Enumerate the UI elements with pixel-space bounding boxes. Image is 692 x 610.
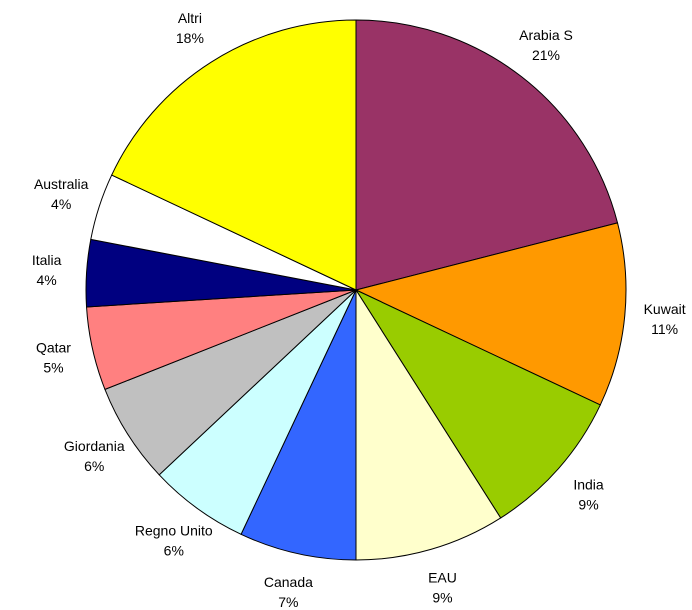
slice-value-label: 6%: [164, 542, 184, 558]
slice-value-label: 7%: [278, 594, 298, 610]
slice-label: India: [573, 477, 604, 493]
slice-label: Altri: [178, 10, 202, 26]
slice-value-label: 9%: [432, 589, 452, 605]
slice-value-label: 11%: [651, 321, 678, 337]
slice-value-label: 5%: [43, 359, 63, 375]
slice-value-label: 18%: [176, 30, 204, 46]
pie-slice: [240, 289, 357, 561]
pie-slice: [354, 288, 601, 519]
slice-value-label: 9%: [578, 497, 598, 513]
slice-label: Australia: [34, 176, 89, 192]
slice-value-label: 4%: [51, 196, 71, 212]
slice-label: Arabia S: [519, 27, 573, 43]
pie-slice: [355, 19, 619, 291]
slice-value-label: 4%: [36, 272, 56, 288]
slice-label: Kuwait: [644, 301, 686, 317]
pie-slice: [355, 288, 502, 561]
slice-label: Qatar: [36, 339, 71, 355]
slice-label: Canada: [264, 574, 313, 590]
slice-value-label: 21%: [532, 47, 560, 63]
slice-label: Giordania: [64, 438, 125, 454]
slice-value-label: 6%: [84, 458, 104, 474]
slice-label: Italia: [32, 252, 62, 268]
pie-slice: [354, 222, 627, 406]
pie-slice: [111, 19, 357, 291]
slice-label: EAU: [428, 569, 457, 585]
slice-label: Regno Unito: [135, 522, 213, 538]
